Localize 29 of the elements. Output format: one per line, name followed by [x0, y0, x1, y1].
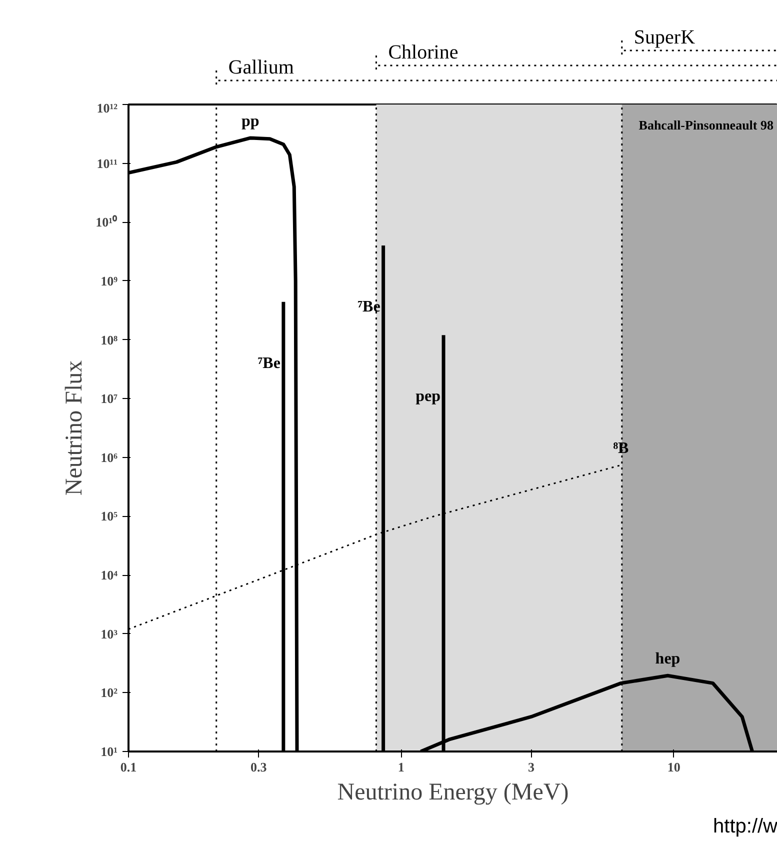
ref-line-label: SuperK	[634, 26, 696, 48]
y-tick-label: 10¹⁰	[96, 214, 118, 230]
y-tick-label: 10⁶	[100, 450, 118, 465]
series-label: ⁷Be	[358, 298, 380, 316]
y-tick-label: 10⁹	[100, 273, 118, 288]
y-tick-label: 10²	[100, 685, 118, 700]
y-tick-label: 10⁴	[100, 568, 118, 583]
annotation: Bahcall-Pinsonneault 98	[638, 118, 774, 132]
ref-line-label: Chlorine	[388, 42, 458, 64]
y-tick-label: 10⁸	[100, 332, 118, 348]
series-label: pp	[242, 112, 260, 130]
series-label: hep	[655, 650, 680, 668]
y-tick-label: 10⁷	[100, 391, 118, 406]
x-tick-label: 3	[528, 760, 536, 774]
x-axis-title: Neutrino Energy (MeV)	[337, 780, 569, 806]
x-tick-label: 0.1	[120, 760, 137, 774]
y-tick-label: 10¹²	[96, 100, 118, 116]
y-tick-label: 10¹¹	[96, 156, 118, 171]
y-tick-label: 10³	[100, 626, 118, 642]
series-label: ⁸B	[613, 440, 630, 458]
y-tick-label: 10⁵	[100, 508, 118, 524]
x-tick-label: 1	[398, 760, 404, 774]
x-tick-label: 0.3	[250, 760, 268, 774]
y-axis-title: Neutrino Flux	[62, 360, 88, 496]
y-tick-label: 10¹	[100, 744, 118, 759]
ref-line-label: Gallium	[228, 56, 294, 78]
x-tick-label: 10	[667, 760, 680, 774]
series-label: pep	[416, 388, 441, 406]
series-label: ⁷Be	[258, 354, 280, 372]
